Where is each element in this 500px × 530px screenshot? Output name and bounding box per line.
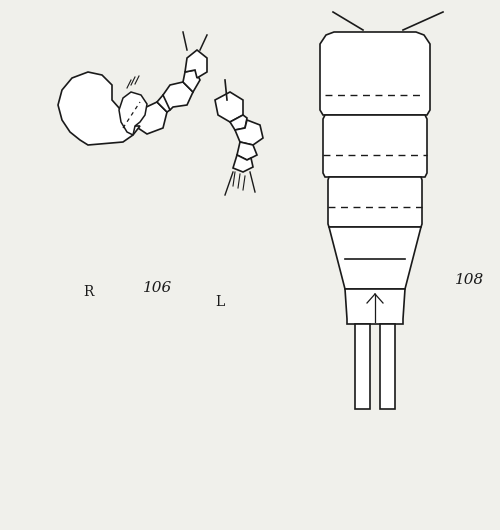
Polygon shape [185, 50, 207, 78]
Polygon shape [323, 115, 427, 177]
Text: 106: 106 [144, 281, 172, 295]
Polygon shape [235, 120, 263, 145]
Polygon shape [157, 95, 173, 112]
Polygon shape [135, 102, 167, 134]
Polygon shape [320, 32, 430, 115]
Polygon shape [230, 115, 247, 130]
Polygon shape [119, 92, 147, 135]
Polygon shape [329, 227, 421, 289]
Text: R: R [83, 285, 93, 299]
Polygon shape [183, 70, 200, 92]
Polygon shape [215, 92, 243, 122]
Polygon shape [328, 177, 422, 227]
Text: L: L [216, 295, 224, 309]
Polygon shape [355, 324, 370, 409]
Polygon shape [345, 289, 405, 324]
Polygon shape [163, 82, 193, 110]
Polygon shape [237, 142, 257, 160]
Text: 108: 108 [455, 273, 484, 287]
Polygon shape [380, 324, 395, 409]
Polygon shape [233, 155, 253, 172]
Polygon shape [58, 72, 140, 145]
